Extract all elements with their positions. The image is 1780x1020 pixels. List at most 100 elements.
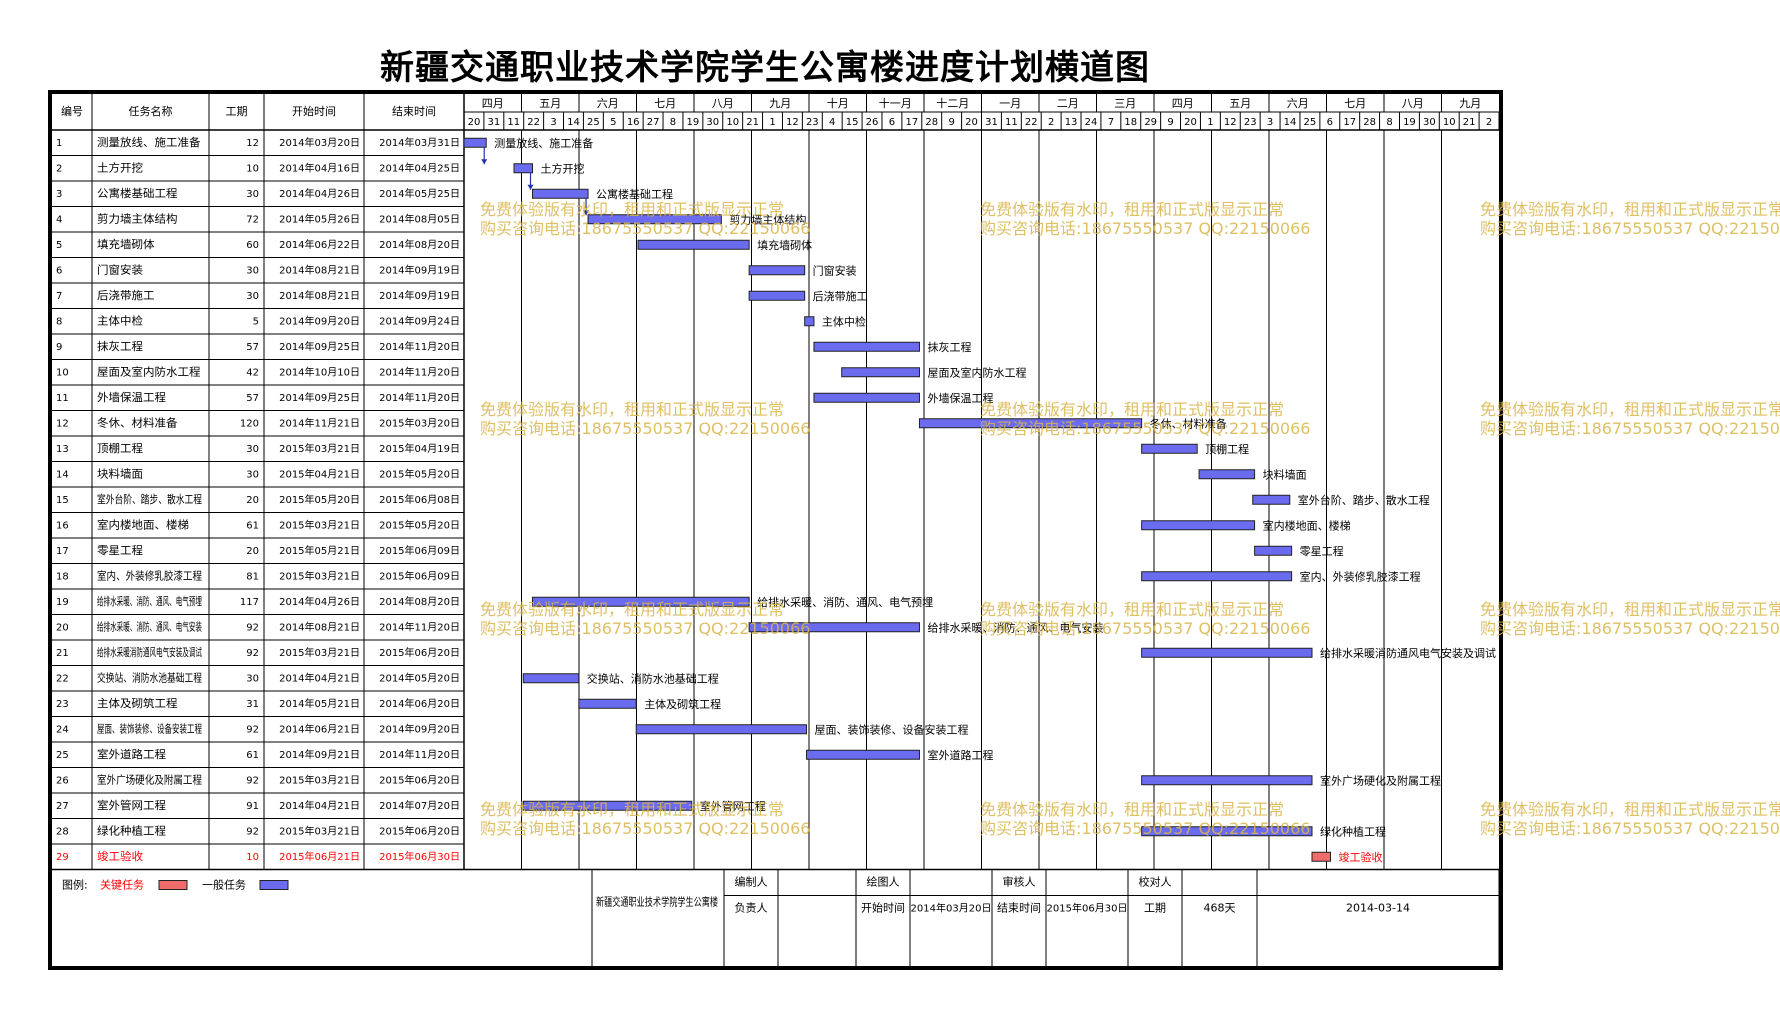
- day-label: 11: [1005, 117, 1018, 128]
- month-label: 六月: [597, 97, 619, 110]
- task-start: 2014年08月21日: [279, 620, 360, 633]
- task-id: 2: [56, 163, 62, 174]
- task-end: 2014年09月19日: [379, 289, 460, 302]
- task-id: 11: [56, 393, 69, 404]
- task-bar: [1252, 494, 1291, 505]
- task-start: 2015年05月20日: [279, 493, 360, 506]
- task-end: 2015年06月08日: [379, 493, 460, 506]
- task-bar: [1141, 775, 1313, 786]
- task-name: 零星工程: [97, 544, 143, 557]
- task-end: 2015年06月20日: [379, 773, 460, 786]
- task-duration: 61: [246, 750, 259, 761]
- header-id: 编号: [61, 104, 83, 118]
- task-end: 2014年11月20日: [379, 340, 460, 353]
- task-bar-label: 抹灰工程: [927, 340, 971, 354]
- day-label: 11: [507, 117, 520, 128]
- task-id: 17: [56, 546, 69, 557]
- footer-duration-label: 工期: [1144, 902, 1166, 915]
- footer-owner-label: 负责人: [735, 901, 768, 915]
- task-id: 8: [56, 316, 62, 327]
- legend-general-label: 一般任务: [202, 879, 246, 892]
- task-name: 测量放线、施工准备: [97, 135, 201, 149]
- task-end: 2015年06月20日: [379, 824, 460, 837]
- task-bar: [748, 622, 920, 633]
- task-end: 2015年06月09日: [379, 544, 460, 557]
- task-bar-label: 测量放线、施工准备: [494, 136, 593, 150]
- watermark: 免费体验版有水印，租用和正式版显示正常 购买咨询电话:18675550537 QQ…: [1480, 800, 1780, 838]
- task-bar-label: 主体及砌筑工程: [644, 697, 721, 711]
- task-end: 2014年08月20日: [379, 238, 460, 251]
- day-label: 25: [1304, 117, 1317, 128]
- task-id: 28: [56, 826, 69, 837]
- day-label: 23: [806, 117, 819, 128]
- task-id: 19: [56, 597, 69, 608]
- task-duration: 10: [246, 852, 259, 863]
- task-end: 2014年09月24日: [379, 314, 460, 327]
- task-duration: 30: [246, 265, 259, 276]
- task-id: 10: [56, 367, 69, 378]
- task-name: 主体及砌筑工程: [97, 696, 178, 710]
- task-duration: 42: [246, 367, 259, 378]
- task-bar: [1141, 443, 1198, 454]
- task-name: 土方开挖: [97, 160, 143, 174]
- task-duration: 5: [253, 316, 259, 327]
- day-label: 3: [550, 117, 556, 128]
- task-bar: [1141, 520, 1256, 531]
- task-end: 2014年04月25日: [379, 161, 460, 174]
- footer-start: 2014年03月20日: [911, 902, 992, 915]
- task-duration: 92: [246, 775, 259, 786]
- task-id: 13: [56, 444, 69, 455]
- task-bar: [578, 698, 637, 709]
- task-bar-label: 室外管网工程: [700, 799, 766, 813]
- day-label: 14: [1284, 117, 1297, 128]
- task-name: 交换站、消防水池基础工程: [97, 670, 202, 684]
- task-bar-label: 顶棚工程: [1205, 442, 1249, 456]
- task-name: 室外道路工程: [97, 747, 166, 761]
- task-bar: [804, 316, 815, 327]
- chart-frame: 编号 任务名称 工期 开始时间 结束时间 四月 五月 六月 七月 八月 九月 十月 十一月 十二月 一月 二月…: [48, 90, 1503, 970]
- task-start: 2014年04月26日: [279, 187, 360, 200]
- day-label: 5: [610, 117, 616, 128]
- task-end: 2014年11月20日: [379, 620, 460, 633]
- task-id: 9: [56, 342, 62, 353]
- task-name: 门窗安装: [97, 262, 143, 276]
- month-label: 十二月: [936, 96, 969, 110]
- task-start: 2015年03月21日: [279, 442, 360, 455]
- task-duration: 60: [246, 240, 259, 251]
- task-duration: 92: [246, 648, 259, 659]
- month-label: 六月: [1287, 97, 1309, 110]
- task-end: 2015年06月20日: [379, 646, 460, 659]
- task-end: 2014年06月20日: [379, 697, 460, 710]
- day-label: 28: [925, 117, 938, 128]
- month-label: 五月: [539, 97, 561, 110]
- task-bar-label: 后浇带施工: [813, 290, 868, 303]
- task-start: 2014年04月26日: [279, 595, 360, 608]
- task-bar: [1141, 571, 1293, 582]
- task-start: 2014年09月20日: [279, 314, 360, 327]
- footer-drawer-label: 绘图人: [867, 875, 900, 889]
- task-bar: [841, 367, 920, 378]
- day-label: 9: [1167, 117, 1173, 128]
- day-label: 1: [769, 117, 775, 128]
- day-label: 19: [687, 117, 700, 128]
- legend-general-swatch: [259, 880, 289, 890]
- day-label: 8: [670, 117, 676, 128]
- task-bar: [748, 290, 806, 301]
- day-label: 22: [1025, 117, 1038, 128]
- day-label: 24: [1085, 117, 1098, 128]
- task-start: 2014年09月21日: [279, 748, 360, 761]
- task-id: 21: [56, 648, 69, 659]
- task-id: 20: [56, 622, 69, 633]
- task-id: 4: [56, 214, 62, 225]
- task-start: 2015年03月21日: [279, 824, 360, 837]
- watermark: 免费体验版有水印，租用和正式版显示正常 购买咨询电话:18675550537 QQ…: [1480, 400, 1780, 438]
- task-name: 室外广场硬化及附属工程: [97, 772, 202, 786]
- task-duration: 92: [246, 622, 259, 633]
- task-duration: 91: [246, 801, 259, 812]
- day-label: 20: [468, 117, 481, 128]
- month-label: 九月: [769, 97, 791, 110]
- month-label: 一月: [999, 97, 1021, 110]
- day-label: 26: [866, 117, 879, 128]
- day-label: 14: [567, 117, 580, 128]
- task-duration: 12: [246, 138, 259, 149]
